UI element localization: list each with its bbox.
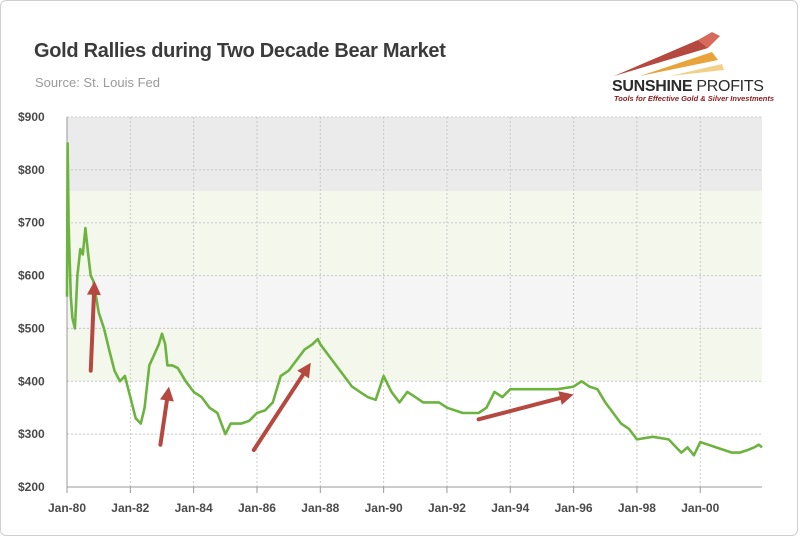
band-upper-green	[67, 191, 762, 276]
x-tick-label: Jan-88	[301, 501, 339, 515]
rally-arrow-shaft	[158, 398, 169, 447]
x-tick-label: Jan-84	[175, 501, 213, 515]
y-tick-label: $200	[18, 480, 45, 494]
band-lower-green	[67, 328, 762, 382]
x-tick-label: Jan-86	[238, 501, 276, 515]
y-tick-label: $700	[18, 216, 45, 230]
chart-title: Gold Rallies during Two Decade Bear Mark…	[34, 40, 446, 62]
y-tick-label: $900	[18, 110, 45, 124]
rally-arrow-head	[297, 362, 311, 379]
x-tick-label: Jan-98	[618, 501, 656, 515]
band-top	[67, 117, 762, 191]
logo-name: SUNSHINE PROFITS	[612, 78, 764, 95]
x-tick-label: Jan-90	[365, 501, 403, 515]
x-tick-label: Jan-80	[48, 501, 86, 515]
x-tick-label: Jan-82	[111, 501, 149, 515]
y-tick-label: $800	[18, 163, 45, 177]
rally-arrow-shaft	[88, 292, 96, 373]
y-tick-label: $300	[18, 427, 45, 441]
rally-arrow-head	[86, 280, 101, 296]
band-middle	[67, 275, 762, 329]
sunshine-profits-logo: SUNSHINE PROFITS Tools for Effective Gol…	[600, 30, 774, 106]
x-tick-label: Jan-92	[428, 501, 466, 515]
y-tick-label: $600	[18, 269, 45, 283]
x-tick-label: Jan-00	[681, 501, 719, 515]
logo-tagline: Tools for Effective Gold & Silver Invest…	[614, 94, 775, 103]
x-tick-label: Jan-96	[555, 501, 593, 515]
x-tick-label: Jan-94	[491, 501, 529, 515]
rally-arrow-shaft	[476, 396, 563, 422]
rally-arrow-shaft	[251, 372, 306, 452]
chart-source: Source: St. Louis Fed	[35, 75, 161, 90]
y-tick-label: $400	[18, 374, 45, 388]
gold-price-line	[65, 142, 763, 457]
y-tick-label: $500	[18, 321, 45, 335]
rally-arrow-head	[558, 391, 574, 405]
rally-arrow-head	[159, 386, 174, 402]
logo-rays-icon	[614, 32, 724, 76]
